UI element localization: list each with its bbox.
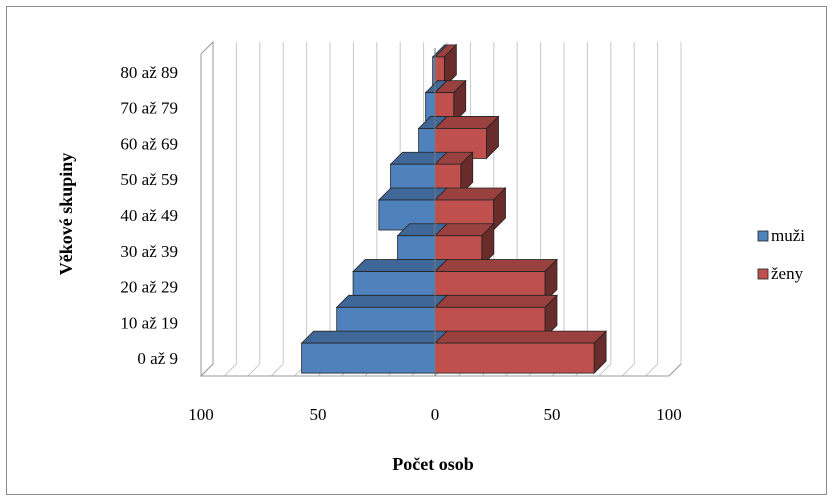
side-wall [200,40,214,378]
y-tick-label: 20 až 29 [120,278,178,297]
bar-zeny-top [434,330,608,344]
floor-gridline [224,363,237,377]
floor-gridline [645,363,658,377]
legend-swatch [757,230,769,242]
y-tick-label: 70 až 79 [120,99,178,118]
y-tick-label: 50 až 59 [120,170,178,189]
floor-gridline [270,363,284,377]
legend-label: ženy [771,264,804,283]
x-tick-label: 50 [310,405,327,424]
y-tick-label: 60 až 69 [120,134,178,153]
y-axis-title: Věkové skupiny [56,153,76,276]
x-axis-title: Počet osob [392,454,473,474]
floor-gridline [598,363,612,377]
x-tick-label: 100 [656,405,682,424]
bar-muzi-top [335,294,448,308]
bar-zeny-top [434,294,558,308]
y-tick-label: 10 až 19 [120,313,178,332]
legend-label: muži [771,226,805,245]
x-tick-label: 0 [431,405,440,424]
bar-muzi-top [300,330,448,344]
legend: muži ženy [757,226,805,283]
x-tick-label: 50 [544,405,561,424]
floor-gridline [621,363,635,377]
y-tick-label: 40 až 49 [120,206,178,225]
y-tick-label: 0 až 9 [137,349,178,368]
floor-gridline [247,363,261,377]
bar-zeny-top [434,259,558,272]
x-tick-label: 100 [188,405,214,424]
y-tick-label: 80 až 89 [120,63,178,82]
legend-swatch [757,268,769,280]
y-tick-label: 30 až 39 [120,242,178,261]
bar-muzi-top [352,259,448,272]
bar-muzi [301,342,436,374]
floor-edge [201,363,682,377]
bar-zeny [434,342,595,374]
